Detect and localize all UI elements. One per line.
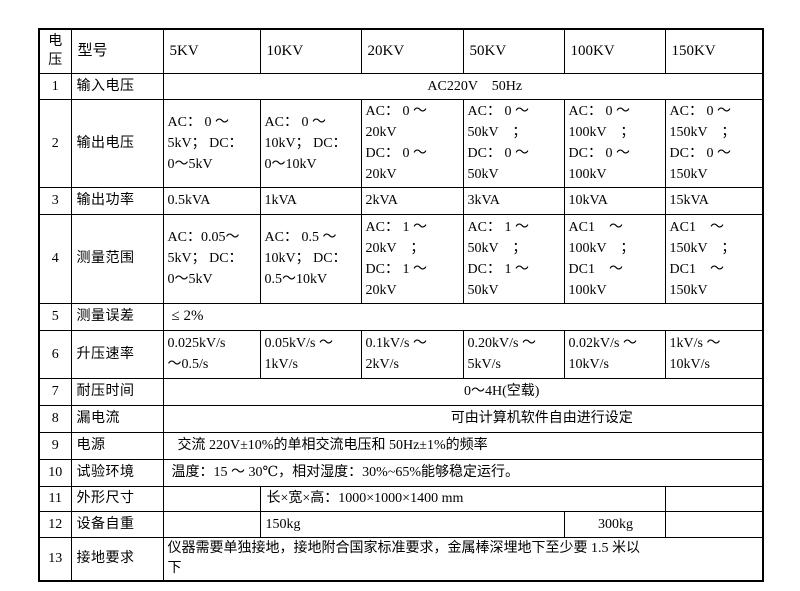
output-voltage-150kv: AC： 0 ～ 150kV ； DC： 0 ～ 150kV (664, 98, 764, 188)
row-test-environment: 10 试验环境 温度：15 ～ 30℃，相对湿度：30%~65%能够稳定运行。 (38, 458, 764, 487)
row-number: 8 (38, 404, 72, 433)
output-voltage-50kv: AC： 0 ～ 50kV ； DC： 0 ～ 50kV (462, 98, 565, 188)
row-number: 13 (38, 536, 72, 581)
row-label: 试验环境 (70, 458, 164, 487)
row-grounding: 13 接地要求 仪器需要单独接地，接地附合国家标准要求，金属棒深埋地下至少要 1… (38, 536, 764, 581)
output-voltage-20kv: AC： 0 ～ 20kV DC： 0 ～ 20kV (360, 98, 464, 188)
output-power-5kv: 0.5kVA (162, 186, 261, 215)
row-label: 耐压时间 (70, 377, 164, 406)
row-measure-error: 5 测量误差 ≤ 2% (38, 302, 764, 331)
header-model: 型号 (70, 28, 164, 74)
row-number: 11 (38, 485, 72, 512)
row-label: 电源 (70, 431, 164, 460)
measure-range-150kv: AC1 ～ 150kV ； DC1 ～ 150kV (664, 213, 764, 304)
row-ramp-rate: 6 升压速率 0.025kV/s ～0.5/s 0.05kV/s ～ 1kV/s… (38, 329, 764, 379)
row-output-voltage: 2 输出电压 AC： 0 ～ 5kV； DC： 0～5kV AC： 0 ～ 10… (38, 98, 764, 188)
ramp-rate-50kv: 0.20kV/s ～ 5kV/s (462, 329, 565, 379)
row-label: 测量误差 (70, 302, 164, 331)
row-input-voltage: 1 输入电压 AC220V 50Hz (38, 72, 764, 100)
test-environment-value: 温度：15 ～ 30℃，相对湿度：30%~65%能够稳定运行。 (162, 458, 764, 487)
spec-table: 电压 型号 5KV 10KV 20KV 50KV 100KV 150KV 1 输… (38, 28, 764, 582)
header-50kv: 50KV (462, 28, 565, 74)
row-label: 测量范围 (70, 213, 164, 304)
output-power-100kv: 10kVA (563, 186, 666, 215)
dimensions-value: 长×宽×高：1000×1000×1400 mm (259, 485, 666, 512)
output-power-10kv: 1kVA (259, 186, 362, 215)
row-label: 输出电压 (70, 98, 164, 188)
measure-range-5kv: AC：0.05～ 5kV； DC： 0～5kV (162, 213, 261, 304)
header-row: 电压 型号 5KV 10KV 20KV 50KV 100KV 150KV (38, 28, 764, 74)
header-10kv: 10KV (259, 28, 362, 74)
leakage-current-value: 可由计算机软件自由进行设定 (162, 404, 764, 433)
row-measure-range: 4 测量范围 AC：0.05～ 5kV； DC： 0～5kV AC： 0.5 ～… (38, 213, 764, 304)
row-power-supply: 9 电源 交流 220V±10%的单相交流电压和 50Hz±1%的频率 (38, 431, 764, 460)
ramp-rate-100kv: 0.02kV/s ～ 10kV/s (563, 329, 666, 379)
row-label: 设备自重 (70, 510, 164, 538)
measure-range-100kv: AC1 ～ 100kV ； DC1 ～ 100kV (563, 213, 666, 304)
row-dimensions: 11 外形尺寸 长×宽×高：1000×1000×1400 mm (38, 485, 764, 512)
row-number: 4 (38, 213, 72, 304)
measure-error-value: ≤ 2% (162, 302, 764, 331)
withstand-time-value: 0～4H(空载) (162, 377, 764, 406)
empty-cell (162, 510, 261, 538)
weight-small-models: 150kg (259, 510, 565, 538)
ramp-rate-20kv: 0.1kV/s ～ 2kV/s (360, 329, 464, 379)
header-100kv: 100KV (563, 28, 666, 74)
row-label: 升压速率 (70, 329, 164, 379)
row-number: 5 (38, 302, 72, 331)
empty-cell (162, 485, 261, 512)
row-label: 输入电压 (70, 72, 164, 100)
row-label: 输出功率 (70, 186, 164, 215)
header-voltage: 电压 (38, 28, 72, 74)
row-number: 3 (38, 186, 72, 215)
output-power-150kv: 15kVA (664, 186, 764, 215)
output-voltage-100kv: AC： 0 ～ 100kV ； DC： 0 ～ 100kV (563, 98, 666, 188)
grounding-value: 仪器需要单独接地，接地附合国家标准要求，金属棒深埋地下至少要 1.5 米以 下 (162, 536, 764, 581)
row-label: 漏电流 (70, 404, 164, 433)
output-power-50kv: 3kVA (462, 186, 565, 215)
output-voltage-10kv: AC： 0 ～ 10kV； DC： 0～10kV (259, 98, 362, 188)
row-leakage-current: 8 漏电流 可由计算机软件自由进行设定 (38, 404, 764, 433)
ramp-rate-5kv: 0.025kV/s ～0.5/s (162, 329, 261, 379)
header-5kv: 5KV (162, 28, 261, 74)
row-label: 外形尺寸 (70, 485, 164, 512)
row-label: 接地要求 (70, 536, 164, 581)
measure-range-20kv: AC： 1 ～ 20kV ； DC： 1 ～ 20kV (360, 213, 464, 304)
row-withstand-time: 7 耐压时间 0～4H(空载) (38, 377, 764, 406)
power-supply-value: 交流 220V±10%的单相交流电压和 50Hz±1%的频率 (162, 431, 764, 460)
row-output-power: 3 输出功率 0.5kVA 1kVA 2kVA 3kVA 10kVA 15kVA (38, 186, 764, 215)
row-weight: 12 设备自重 150kg 300kg (38, 510, 764, 538)
weight-large-models: 300kg (563, 510, 666, 538)
row-number: 1 (38, 72, 72, 100)
header-150kv: 150KV (664, 28, 764, 74)
ramp-rate-150kv: 1kV/s ～ 10kV/s (664, 329, 764, 379)
row-number: 9 (38, 431, 72, 460)
ramp-rate-10kv: 0.05kV/s ～ 1kV/s (259, 329, 362, 379)
row-number: 7 (38, 377, 72, 406)
row-number: 6 (38, 329, 72, 379)
measure-range-10kv: AC： 0.5 ～ 10kV； DC： 0.5～10kV (259, 213, 362, 304)
measure-range-50kv: AC： 1 ～ 50kV ； DC： 1 ～ 50kV (462, 213, 565, 304)
output-voltage-5kv: AC： 0 ～ 5kV； DC： 0～5kV (162, 98, 261, 188)
row-number: 2 (38, 98, 72, 188)
empty-cell (664, 510, 764, 538)
empty-cell (664, 485, 764, 512)
row-number: 10 (38, 458, 72, 487)
input-voltage-value: AC220V 50Hz (162, 72, 764, 100)
row-number: 12 (38, 510, 72, 538)
output-power-20kv: 2kVA (360, 186, 464, 215)
header-20kv: 20KV (360, 28, 464, 74)
